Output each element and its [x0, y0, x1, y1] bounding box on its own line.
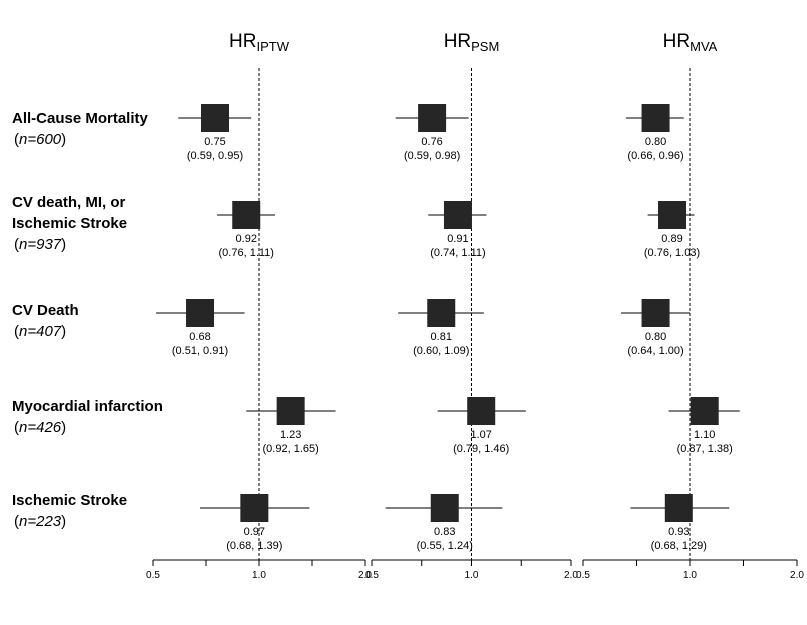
ci-value-label: (0.79, 1.46)	[453, 443, 509, 455]
outcome-title: CV death, MI, or	[12, 194, 126, 211]
ci-value-label: (0.68, 1.39)	[226, 540, 282, 552]
hr-value-label: 0.75	[204, 136, 225, 148]
ci-value-label: (0.92, 1.65)	[263, 443, 319, 455]
hr-value-label: 0.81	[431, 331, 452, 343]
hr-point	[418, 104, 447, 132]
hr-value-label: 0.91	[447, 233, 468, 245]
outcome-sample-size: (n=223)	[14, 513, 67, 530]
outcome-sample-size: (n=407)	[14, 323, 67, 340]
ci-value-label: (0.59, 0.98)	[404, 150, 460, 162]
hr-point	[467, 397, 496, 425]
hr-point	[186, 299, 215, 327]
outcome-title: Ischemic Stroke	[12, 215, 128, 232]
hr-value-label: 0.92	[236, 233, 257, 245]
x-tick-label: 0.5	[365, 570, 379, 581]
panel-title-iptw: HRIPTW	[229, 31, 290, 54]
hr-value-label: 0.68	[189, 331, 210, 343]
hr-value-label: 0.97	[244, 526, 265, 538]
hr-point	[240, 494, 269, 522]
hr-value-label: 0.83	[434, 526, 455, 538]
outcome-label: Myocardial infarction (n=426)	[12, 396, 163, 438]
ci-value-label: (0.64, 1.00)	[627, 345, 683, 357]
ci-value-label: (0.66, 0.96)	[627, 150, 683, 162]
x-tick-label: 2.0	[790, 570, 804, 581]
x-tick-label: 1.0	[683, 570, 697, 581]
hr-value-label: 0.80	[645, 331, 666, 343]
hr-point	[664, 494, 693, 522]
ci-value-label: (0.76, 1.03)	[644, 247, 700, 259]
outcome-sample-size: (n=600)	[14, 131, 67, 148]
hr-point	[658, 201, 687, 229]
outcome-title: CV Death	[12, 302, 79, 319]
outcome-label: Ischemic Stroke (n=223)	[12, 490, 127, 532]
x-tick-label: 2.0	[564, 570, 578, 581]
ci-value-label: (0.51, 0.91)	[172, 345, 228, 357]
hr-point	[201, 104, 230, 132]
ci-value-label: (0.68, 1.29)	[651, 540, 707, 552]
ci-value-label: (0.59, 0.95)	[187, 150, 243, 162]
ci-value-label: (0.74, 1.11)	[430, 247, 485, 259]
hr-point	[443, 201, 472, 229]
hr-point	[690, 397, 719, 425]
hr-point	[641, 104, 670, 132]
hr-point	[430, 494, 459, 522]
hr-value-label: 1.23	[280, 429, 301, 441]
outcome-title: Myocardial infarction	[12, 398, 163, 415]
outcome-title: Ischemic Stroke	[12, 492, 128, 509]
hr-point	[276, 397, 305, 425]
outcome-label: CV death, MI, or Ischemic Stroke (n=937)	[12, 192, 127, 255]
ci-value-label: (0.60, 1.09)	[413, 345, 469, 357]
hr-point	[232, 201, 261, 229]
x-tick-label: 0.5	[146, 570, 160, 581]
hr-value-label: 0.89	[661, 233, 682, 245]
outcome-sample-size: (n=937)	[14, 236, 67, 253]
outcome-title: All-Cause Mortality	[12, 110, 148, 127]
panel-title-psm: HRPSM	[444, 31, 500, 54]
ci-value-label: (0.55, 1.24)	[417, 540, 473, 552]
hr-point	[427, 299, 456, 327]
outcome-label: CV Death (n=407)	[12, 300, 79, 342]
outcome-sample-size: (n=426)	[14, 419, 67, 436]
x-tick-label: 1.0	[465, 570, 479, 581]
hr-value-label: 0.76	[421, 136, 442, 148]
x-tick-label: 1.0	[252, 570, 266, 581]
hr-value-label: 1.07	[471, 429, 492, 441]
x-tick-label: 0.5	[576, 570, 590, 581]
x-tick-label: 2.0	[358, 570, 372, 581]
hr-value-label: 1.10	[694, 429, 715, 441]
hr-value-label: 0.93	[668, 526, 689, 538]
outcome-label: All-Cause Mortality (n=600)	[12, 108, 148, 150]
ci-value-label: (0.76, 1.11)	[219, 247, 274, 259]
ci-value-label: (0.87, 1.38)	[677, 443, 733, 455]
hr-point	[641, 299, 670, 327]
hr-value-label: 0.80	[645, 136, 666, 148]
panel-title-mva: HRMVA	[663, 31, 718, 54]
